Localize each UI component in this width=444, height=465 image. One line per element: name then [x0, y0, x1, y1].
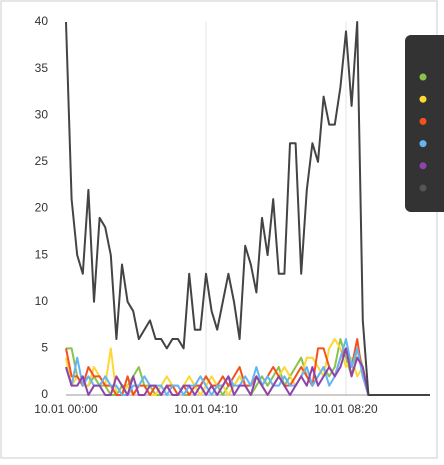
- legend: [419, 73, 427, 192]
- legend-swatch: [419, 117, 427, 125]
- legend-swatch: [419, 184, 427, 192]
- legend-swatch: [419, 73, 427, 81]
- y-tick-label: 40: [35, 14, 49, 28]
- legend-swatch: [419, 95, 427, 103]
- y-tick-label: 0: [41, 387, 48, 401]
- plot-area: 0 5 10 15 20 25 30 35 40 10.01 00:00 10.01 04:10 10…: [34, 14, 430, 416]
- y-tick-label: 20: [35, 201, 49, 215]
- y-tick-label: 15: [35, 247, 49, 261]
- x-tick-label: 10.01 04:10: [174, 402, 238, 416]
- y-tick-label: 30: [35, 107, 49, 121]
- y-tick-label: 5: [41, 341, 48, 355]
- y-tick-label: 25: [35, 154, 49, 168]
- legend-swatch: [419, 162, 427, 170]
- y-tick-label: 35: [35, 61, 49, 75]
- legend-swatch: [419, 140, 427, 148]
- line: [65, 21, 430, 396]
- y-tick-label: 10: [35, 294, 49, 308]
- x-tick-label: 10.01 00:00: [34, 402, 98, 416]
- x-tick-label: 10.01 08:20: [314, 402, 378, 416]
